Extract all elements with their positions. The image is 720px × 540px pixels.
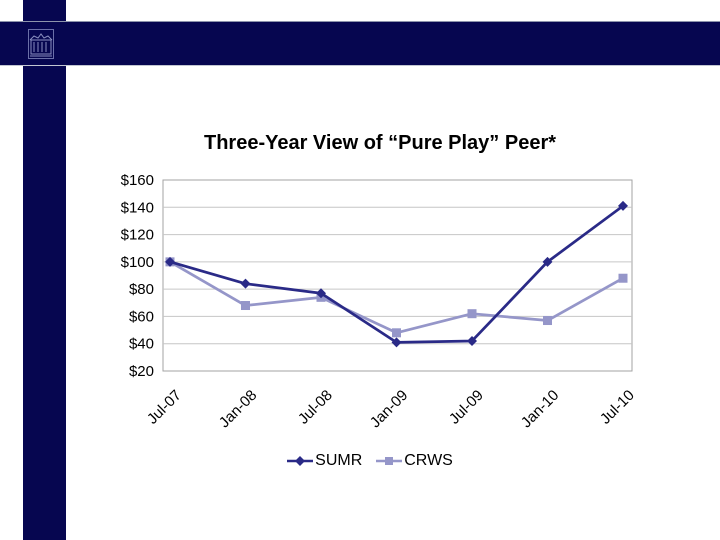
- sumr-diamond-marker-icon: [287, 456, 314, 466]
- legend-label-crws: CRWS: [404, 452, 453, 469]
- svg-text:Jul-09: Jul-09: [446, 387, 487, 428]
- svg-text:$140: $140: [121, 199, 154, 216]
- legend-item-crws: CRWS: [376, 452, 453, 470]
- crws-square-marker-icon: [376, 457, 403, 465]
- legend-label-sumr: SUMR: [315, 452, 363, 469]
- svg-text:$100: $100: [121, 254, 154, 271]
- svg-text:Jan-08: Jan-08: [216, 387, 260, 431]
- svg-text:Jan-09: Jan-09: [367, 387, 411, 431]
- svg-text:$160: $160: [121, 172, 154, 189]
- left-banner: [23, 0, 66, 540]
- svg-text:Jul-08: Jul-08: [295, 387, 336, 428]
- legend-item-sumr: SUMR: [287, 452, 362, 470]
- chart-title: Three-Year View of “Pure Play” Peer*: [203, 132, 557, 154]
- top-banner: [0, 21, 720, 66]
- svg-text:Jul-10: Jul-10: [597, 387, 638, 428]
- chart-legend: SUMR CRWS: [20, 452, 720, 470]
- svg-text:$60: $60: [129, 308, 154, 325]
- svg-text:$40: $40: [129, 336, 154, 353]
- svg-text:$80: $80: [129, 281, 154, 298]
- building-emblem-icon: [28, 29, 54, 59]
- svg-text:Jan-10: Jan-10: [518, 387, 562, 431]
- svg-text:$20: $20: [129, 363, 154, 380]
- svg-text:Jul-07: Jul-07: [144, 387, 185, 428]
- svg-text:$120: $120: [121, 227, 154, 244]
